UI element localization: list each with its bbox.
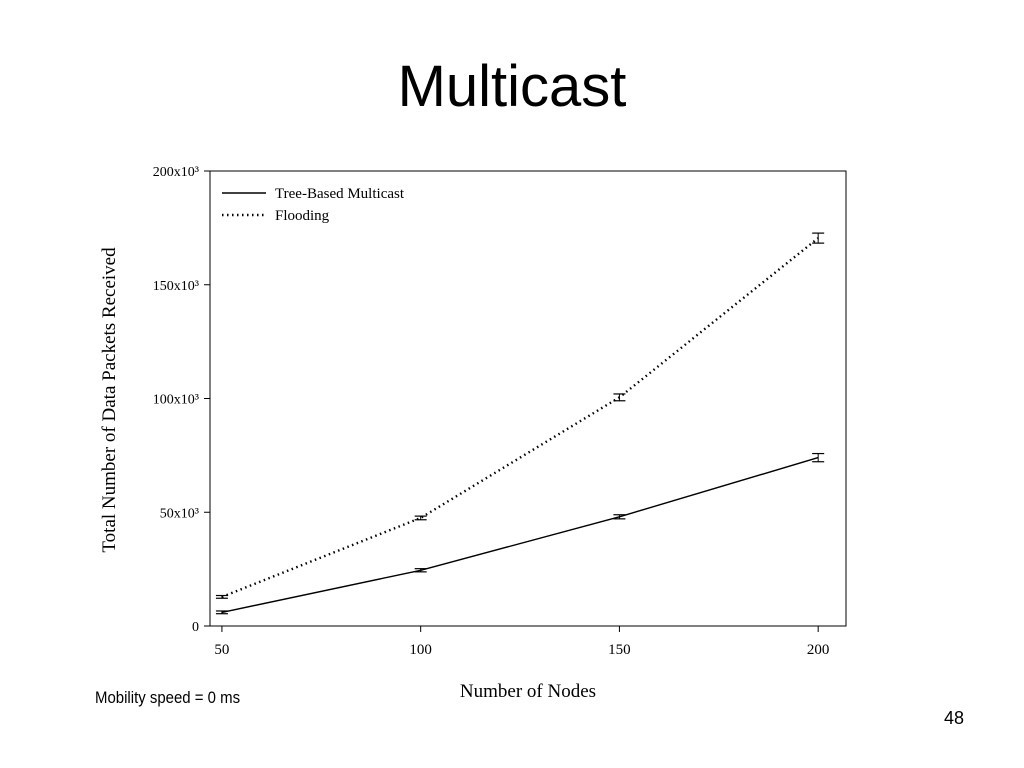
error-bar-flooding-200 [812,232,825,244]
page-number: 48 [943,708,964,728]
x-axis-label: Number of Nodes [460,681,596,702]
error-bar-tree-based-multicast-200 [812,452,825,463]
y-tick-label-200000: 200x10³ [153,165,199,180]
error-bar-flooding-150 [613,393,626,402]
legend-label-flooding: Flooding [275,208,330,224]
y-tick-label-50000: 50x10³ [160,506,199,521]
legend-label-tree-based-multicast: Tree-Based Multicast [275,186,405,202]
legend: Tree-Based Multicast Flooding [222,186,405,224]
mobility-speed-note: Mobility speed = 0 ms [95,688,241,707]
y-tick-label-0: 0 [192,620,199,635]
x-tick-label-200: 200 [807,642,830,658]
error-bar-flooding-50 [215,594,228,599]
plot-frame-group [209,170,847,627]
error-bar-tree-based-multicast-50 [215,610,228,615]
x-tick-label-100: 100 [409,642,432,658]
x-tick-label-50: 50 [214,642,229,658]
y-tick-label-100000: 100x10³ [153,393,199,408]
x-tick-label-150: 150 [608,642,631,658]
error-bar-flooding-100 [414,515,427,521]
y-axis-label: Total Number of Data Packets Received [99,247,120,553]
ticks-layer: 50 100 150 200 0 50x10³ 100x10³ 150x10³ 200x10³ [153,165,830,658]
series-layer [215,232,825,615]
error-bar-tree-based-multicast-150 [613,514,626,520]
series-line-flooding [221,237,819,599]
error-bar-tree-based-multicast-100 [414,568,427,573]
y-tick-label-150000: 150x10³ [153,279,199,294]
series-line-tree-based-multicast [221,456,819,614]
slide-title: Multicast [397,54,627,119]
plot-frame [209,170,847,627]
